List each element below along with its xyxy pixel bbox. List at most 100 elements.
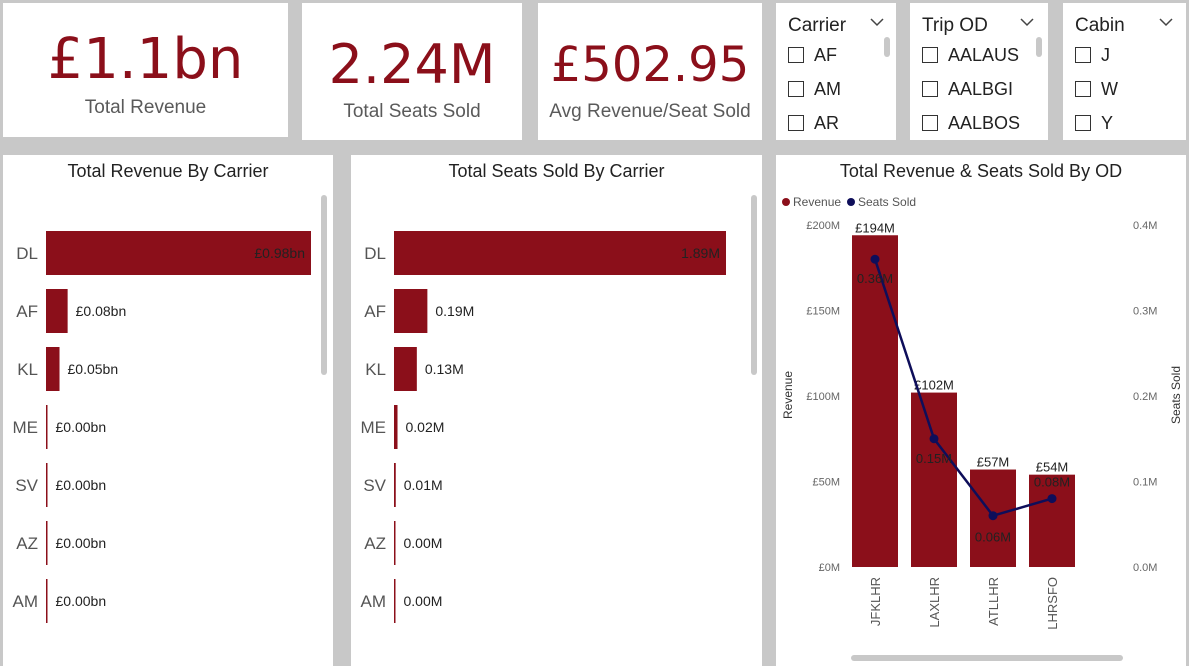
bar (394, 463, 396, 507)
data-label: £0.05bn (68, 361, 119, 377)
scrollbar[interactable] (851, 655, 1123, 661)
option-label: AALBOS (948, 112, 1021, 133)
seats-by-carrier-chart: Total Seats Sold By Carrier DL 1.89M AF 0.1… (351, 155, 762, 666)
category-label: KL (17, 360, 38, 379)
y2-tick-label: 0.4M (1133, 220, 1157, 232)
data-label: 0.02M (406, 419, 445, 435)
checkbox[interactable] (788, 47, 804, 63)
chevron-down-icon[interactable] (1020, 15, 1034, 29)
data-label: 0.00M (404, 593, 443, 609)
bar-chart-seats-by-carrier: DL 1.89M AF 0.19M KL 0.13M ME 0.02M SV 0.01M AZ 0.0… (361, 231, 726, 623)
slicer-option[interactable]: AALBOS (922, 112, 1020, 134)
category-label: ME (13, 418, 39, 437)
line-data-label: 0.36M (857, 271, 893, 286)
kpi-value: £1.1bn (47, 27, 244, 92)
slicer-trip-od[interactable]: Trip OD AALAUS AALBGI AALBOS (910, 3, 1048, 140)
data-label: 1.89M (681, 245, 720, 261)
x-tick-label: LHRSFO (1045, 577, 1060, 630)
data-label: 0.00M (404, 535, 443, 551)
y2-tick-label: 0.1M (1133, 477, 1157, 489)
kpi-card-avg-revenue: £502.95 Avg Revenue/Seat Sold (538, 3, 762, 140)
chart-title: Total Revenue By Carrier (67, 161, 269, 181)
category-label: AM (13, 592, 39, 611)
slicer-carrier[interactable]: Carrier AF AM AR (776, 3, 896, 140)
chevron-down-icon[interactable] (870, 15, 884, 29)
x-tick-label: ATLLHR (986, 577, 1001, 626)
y-tick-label: £0M (819, 562, 840, 574)
chart-title: Total Seats Sold By Carrier (448, 161, 665, 181)
scrollbar[interactable] (884, 37, 890, 57)
data-label: £0.00bn (56, 477, 107, 493)
bar-chart-revenue-by-carrier: DL £0.98bn AF £0.08bn KL £0.05bn ME £0.00bn SV £0… (13, 231, 311, 623)
data-label: £0.98bn (254, 245, 305, 261)
bar (394, 289, 428, 333)
chart-title: Total Revenue & Seats Sold By OD (839, 161, 1123, 181)
slicer-option[interactable]: Y (1075, 112, 1113, 134)
option-label: AALBGI (948, 78, 1014, 99)
line-data-label: 0.06M (975, 530, 1011, 545)
legend-seats-marker (847, 198, 855, 206)
y-axis-label: Revenue (781, 371, 795, 419)
slicer-option[interactable]: J (1075, 44, 1110, 66)
option-label: W (1101, 78, 1118, 99)
category-label: SV (363, 476, 386, 495)
slicer-option[interactable]: AALAUS (922, 44, 1019, 66)
slicer-title: Carrier (788, 15, 847, 36)
checkbox[interactable] (1075, 47, 1091, 63)
checkbox[interactable] (922, 81, 938, 97)
option-label: J (1101, 44, 1110, 65)
x-tick-label: LAXLHR (927, 577, 942, 628)
seats-point (988, 511, 998, 521)
option-label: Y (1101, 112, 1114, 133)
data-label: £0.00bn (56, 419, 107, 435)
kpi-label: Avg Revenue/Seat Sold (549, 101, 751, 122)
kpi-value: £502.95 (550, 37, 750, 93)
bar-data-label: £57M (977, 455, 1010, 470)
combo-chart-revenue-seats-by-od: Revenue Seats Sold £0M £50M £100M £150M £200M 0… (781, 195, 1183, 630)
data-label: 0.01M (404, 477, 443, 493)
slicer-cabin[interactable]: Cabin J W Y (1063, 3, 1186, 140)
y2-axis-label: Seats Sold (1169, 366, 1183, 424)
bar-data-label: £54M (1036, 460, 1069, 475)
slicer-option[interactable]: AALBGI (922, 78, 1013, 100)
bar (911, 392, 957, 567)
bar (852, 235, 898, 567)
slicer-option[interactable]: AF (788, 44, 837, 66)
checkbox[interactable] (1075, 115, 1091, 131)
revenue-seats-by-od-chart: Total Revenue & Seats Sold By OD Revenue… (776, 155, 1186, 666)
scrollbar[interactable] (751, 195, 757, 375)
checkbox[interactable] (1075, 81, 1091, 97)
scrollbar[interactable] (321, 195, 327, 375)
category-label: AZ (16, 534, 38, 553)
seats-point (929, 434, 939, 444)
checkbox[interactable] (788, 81, 804, 97)
slicer-title: Trip OD (922, 15, 988, 36)
data-label: £0.00bn (56, 593, 107, 609)
checkbox[interactable] (922, 115, 938, 131)
option-label: AM (814, 78, 841, 99)
bar (46, 289, 68, 333)
category-label: SV (15, 476, 38, 495)
line-data-label: 0.15M (916, 451, 952, 466)
slicer-option[interactable]: AM (788, 78, 841, 100)
category-label: AF (364, 302, 386, 321)
x-tick-label: JFKLHR (868, 577, 883, 626)
checkbox[interactable] (788, 115, 804, 131)
y-tick-label: £100M (806, 391, 840, 403)
y2-tick-label: 0.0M (1133, 562, 1157, 574)
option-label: AF (814, 44, 838, 65)
option-label: AR (814, 112, 840, 133)
option-label: AALAUS (948, 44, 1020, 65)
y-tick-label: £50M (812, 477, 840, 489)
checkbox[interactable] (922, 47, 938, 63)
chevron-down-icon[interactable] (1159, 15, 1173, 29)
slicer-option[interactable]: AR (788, 112, 839, 134)
bar (1029, 474, 1075, 567)
data-label: £0.00bn (56, 535, 107, 551)
data-label: 0.19M (435, 303, 474, 319)
kpi-label: Total Seats Sold (343, 101, 481, 122)
seats-point (1047, 494, 1057, 504)
legend-seats-label: Seats Sold (858, 195, 916, 209)
scrollbar[interactable] (1036, 37, 1042, 57)
slicer-option[interactable]: W (1075, 78, 1118, 100)
